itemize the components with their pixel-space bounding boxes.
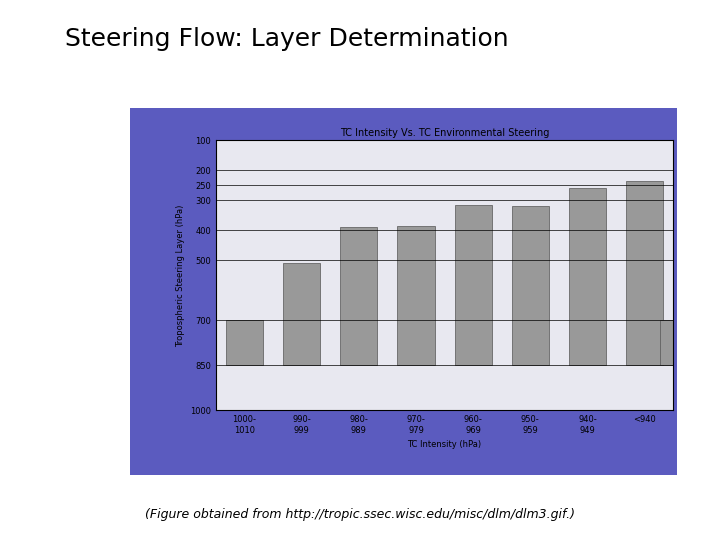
Text: Steering Flow: Layer Determination: Steering Flow: Layer Determination (65, 27, 508, 51)
Bar (660, 320, 672, 366)
X-axis label: TC Intensity (hPa): TC Intensity (hPa) (408, 440, 482, 449)
Title: TC Intensity Vs. TC Environmental Steering: TC Intensity Vs. TC Environmental Steeri… (340, 128, 549, 138)
Bar (454, 205, 492, 366)
Bar (341, 227, 377, 366)
Bar (512, 206, 549, 366)
Y-axis label: Tropospheric Steering Layer (hPa): Tropospheric Steering Layer (hPa) (176, 204, 184, 347)
Bar (397, 226, 435, 366)
Bar (226, 320, 263, 366)
Bar (283, 264, 320, 366)
Bar (626, 181, 663, 366)
Text: (Figure obtained from http://tropic.ssec.wisc.edu/misc/dlm/dlm3.gif.): (Figure obtained from http://tropic.ssec… (145, 508, 575, 521)
Bar (569, 188, 606, 366)
